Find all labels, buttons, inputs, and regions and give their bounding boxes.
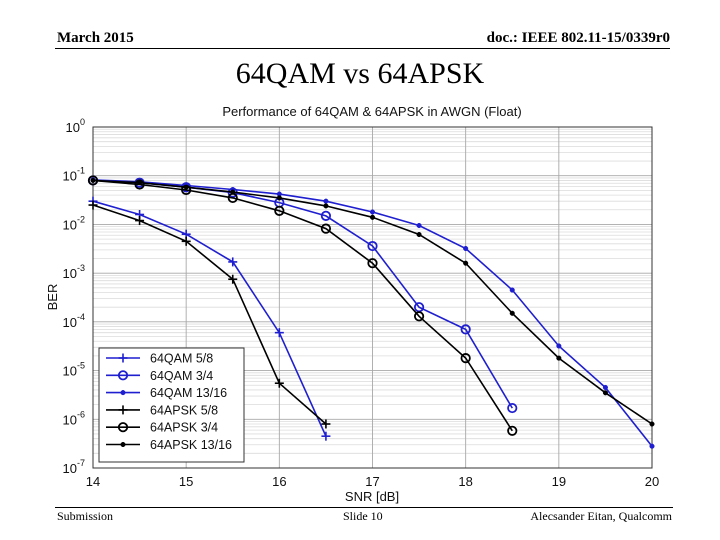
series-layer [87, 175, 655, 449]
data-point [274, 378, 284, 388]
data-point [88, 200, 98, 210]
footer-author: Alecsander Eitan, Qualcomm [530, 509, 672, 523]
series-line [92, 204, 327, 425]
data-point [230, 189, 236, 195]
plot-frame [92, 126, 653, 469]
legend-entry: 64QAM 5/8 [106, 352, 213, 366]
data-point [135, 216, 145, 226]
y-tick-label: 10-6 [63, 409, 85, 427]
y-tick-label: 10-5 [63, 361, 85, 379]
data-point [367, 258, 378, 269]
x-tick-label: 16 [272, 474, 286, 489]
x-tick-label: 15 [179, 474, 193, 489]
x-tick-label: 19 [552, 474, 566, 489]
series-line [92, 200, 327, 437]
data-point [463, 260, 469, 266]
series-4 [87, 175, 518, 436]
footer-rule [55, 507, 673, 508]
y-tick-label: 10-1 [63, 166, 85, 184]
data-point [460, 353, 471, 364]
data-point [509, 287, 515, 293]
data-point [416, 231, 422, 238]
legend-swatch-marker [120, 390, 126, 396]
data-point [509, 310, 515, 316]
y-axis-label: BER [45, 284, 60, 311]
data-point [321, 431, 331, 441]
footer-submission: Submission [57, 509, 114, 523]
legend-label: 64APSK 13/16 [150, 438, 232, 452]
x-tick-label: 18 [458, 474, 472, 489]
legend-entry: 64APSK 3/4 [106, 421, 218, 435]
data-point [320, 210, 332, 221]
y-tick-label: 10-3 [63, 263, 85, 281]
legend: 64QAM 5/8 64QAM 3/4 64QAM 13/16 64APSK 5/8 6… [98, 347, 245, 463]
x-axis-ticks: 14 15 16 17 18 19 20 [86, 474, 659, 489]
y-tick-label: 10-7 [63, 458, 85, 476]
legend-entry: 64QAM 3/4 [106, 369, 213, 383]
data-point [323, 198, 329, 204]
header-date: March 2015 [57, 30, 134, 46]
header-rule [55, 48, 670, 49]
data-point [602, 384, 608, 391]
data-point [321, 419, 331, 429]
y-tick-label: 10-2 [63, 214, 85, 232]
data-point [556, 343, 562, 349]
data-point [274, 205, 285, 216]
legend-label: 64APSK 5/8 [150, 403, 218, 417]
data-point [320, 223, 332, 234]
data-point [413, 311, 425, 322]
series-5 [90, 177, 655, 427]
x-tick-label: 17 [365, 474, 379, 489]
series-line [92, 179, 513, 432]
data-point [181, 236, 191, 246]
x-tick-label: 14 [86, 474, 100, 489]
y-axis-ticks: 100 10-1 10-2 10-3 10-4 10-5 10-6 10-7 [63, 117, 85, 476]
series-3 [88, 200, 331, 429]
legend-swatch-marker [117, 422, 129, 433]
legend-swatch-marker [120, 441, 126, 448]
chart-title: Performance of 64QAM & 64APSK in AWGN (F… [222, 104, 521, 119]
legend-entry: 64APSK 5/8 [106, 403, 218, 417]
data-point [228, 274, 238, 284]
legend-label: 64QAM 3/4 [150, 369, 213, 383]
y-tick-label: 100 [66, 117, 85, 135]
data-point [602, 390, 608, 396]
data-point [90, 177, 96, 183]
legend-label: 64APSK 3/4 [150, 421, 218, 435]
data-point [274, 328, 284, 338]
data-point [463, 245, 469, 252]
legend-entry: 64QAM 13/16 [106, 386, 227, 400]
data-point [369, 209, 376, 215]
slide-title: 64QAM vs 64APSK [235, 57, 485, 90]
data-point [228, 257, 238, 267]
legend-label: 64QAM 5/8 [150, 352, 213, 366]
data-point [507, 402, 518, 414]
legend-swatch-marker [118, 353, 128, 363]
legend-entry: 64APSK 13/16 [106, 438, 232, 452]
data-point [460, 324, 471, 335]
y-tick-label: 10-4 [63, 312, 85, 330]
data-point [323, 203, 329, 209]
data-point [367, 240, 378, 252]
legend-label: 64QAM 13/16 [150, 386, 227, 400]
data-point [369, 214, 376, 220]
legend-swatch-marker [118, 405, 128, 415]
data-point [507, 425, 518, 436]
footer-slide-number: Slide 10 [343, 509, 383, 523]
data-point [416, 222, 422, 229]
legend-swatch-marker [117, 370, 129, 381]
x-tick-label: 20 [645, 474, 659, 489]
header-doc-id: doc.: IEEE 802.11-15/0339r0 [486, 30, 670, 46]
data-point [276, 195, 282, 201]
data-point [137, 180, 143, 186]
data-point [556, 355, 562, 361]
data-point [649, 421, 655, 427]
data-point [183, 184, 189, 190]
x-axis-label: SNR [dB] [345, 489, 399, 504]
data-point [649, 443, 655, 449]
